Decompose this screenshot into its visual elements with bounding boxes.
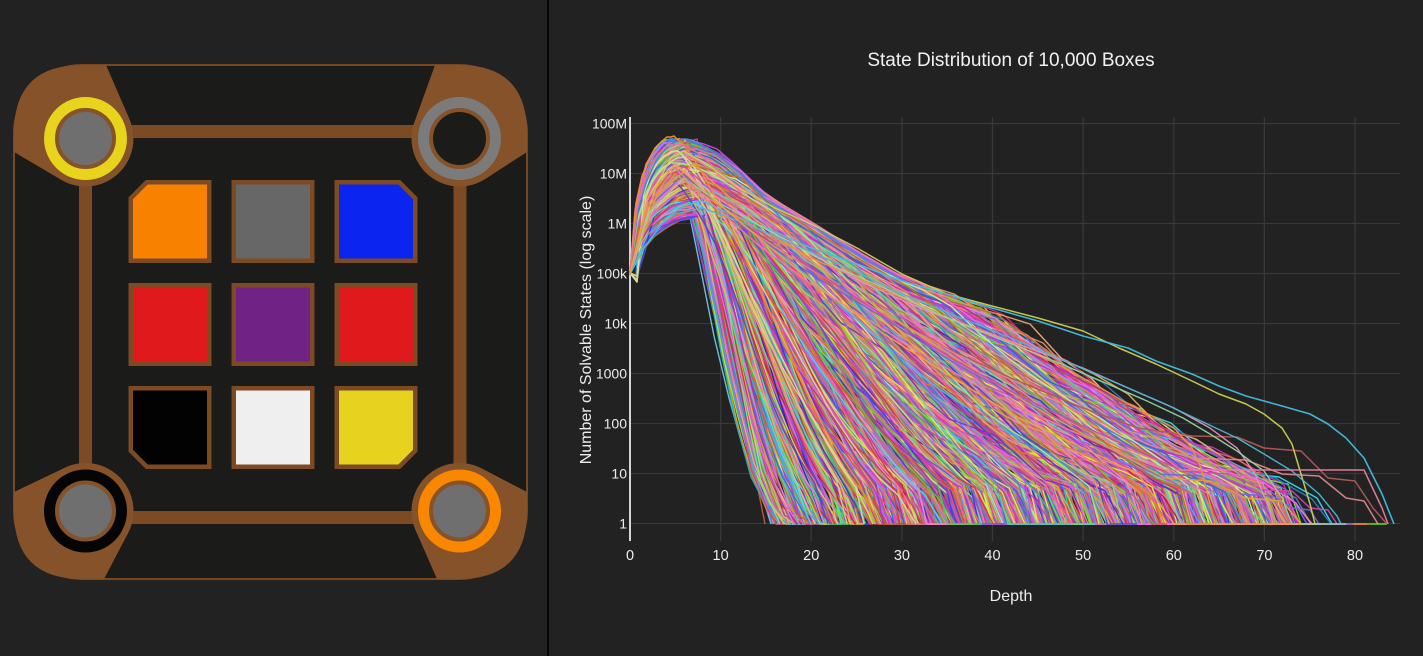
svg-text:10: 10 [713,548,729,564]
svg-text:100k: 100k [597,266,628,282]
svg-text:1: 1 [619,516,627,532]
svg-text:80: 80 [1347,548,1363,564]
svg-text:60: 60 [1166,548,1182,564]
svg-text:70: 70 [1256,548,1272,564]
svg-text:10M: 10M [600,166,627,182]
svg-text:20: 20 [803,548,819,564]
svg-text:100: 100 [604,416,628,432]
svg-text:Number of Solvable States (log: Number of Solvable States (log scale) [578,196,595,465]
svg-text:30: 30 [894,548,910,564]
svg-text:0: 0 [626,548,634,564]
svg-text:1M: 1M [608,216,627,232]
svg-text:50: 50 [1075,548,1091,564]
svg-text:100M: 100M [592,116,627,132]
svg-text:10k: 10k [604,316,628,332]
svg-text:State Distribution of 10,000 B: State Distribution of 10,000 Boxes [867,50,1154,71]
svg-text:10: 10 [611,466,627,482]
svg-text:40: 40 [984,548,1000,564]
svg-text:1000: 1000 [596,366,627,382]
svg-text:Depth: Depth [990,588,1033,605]
